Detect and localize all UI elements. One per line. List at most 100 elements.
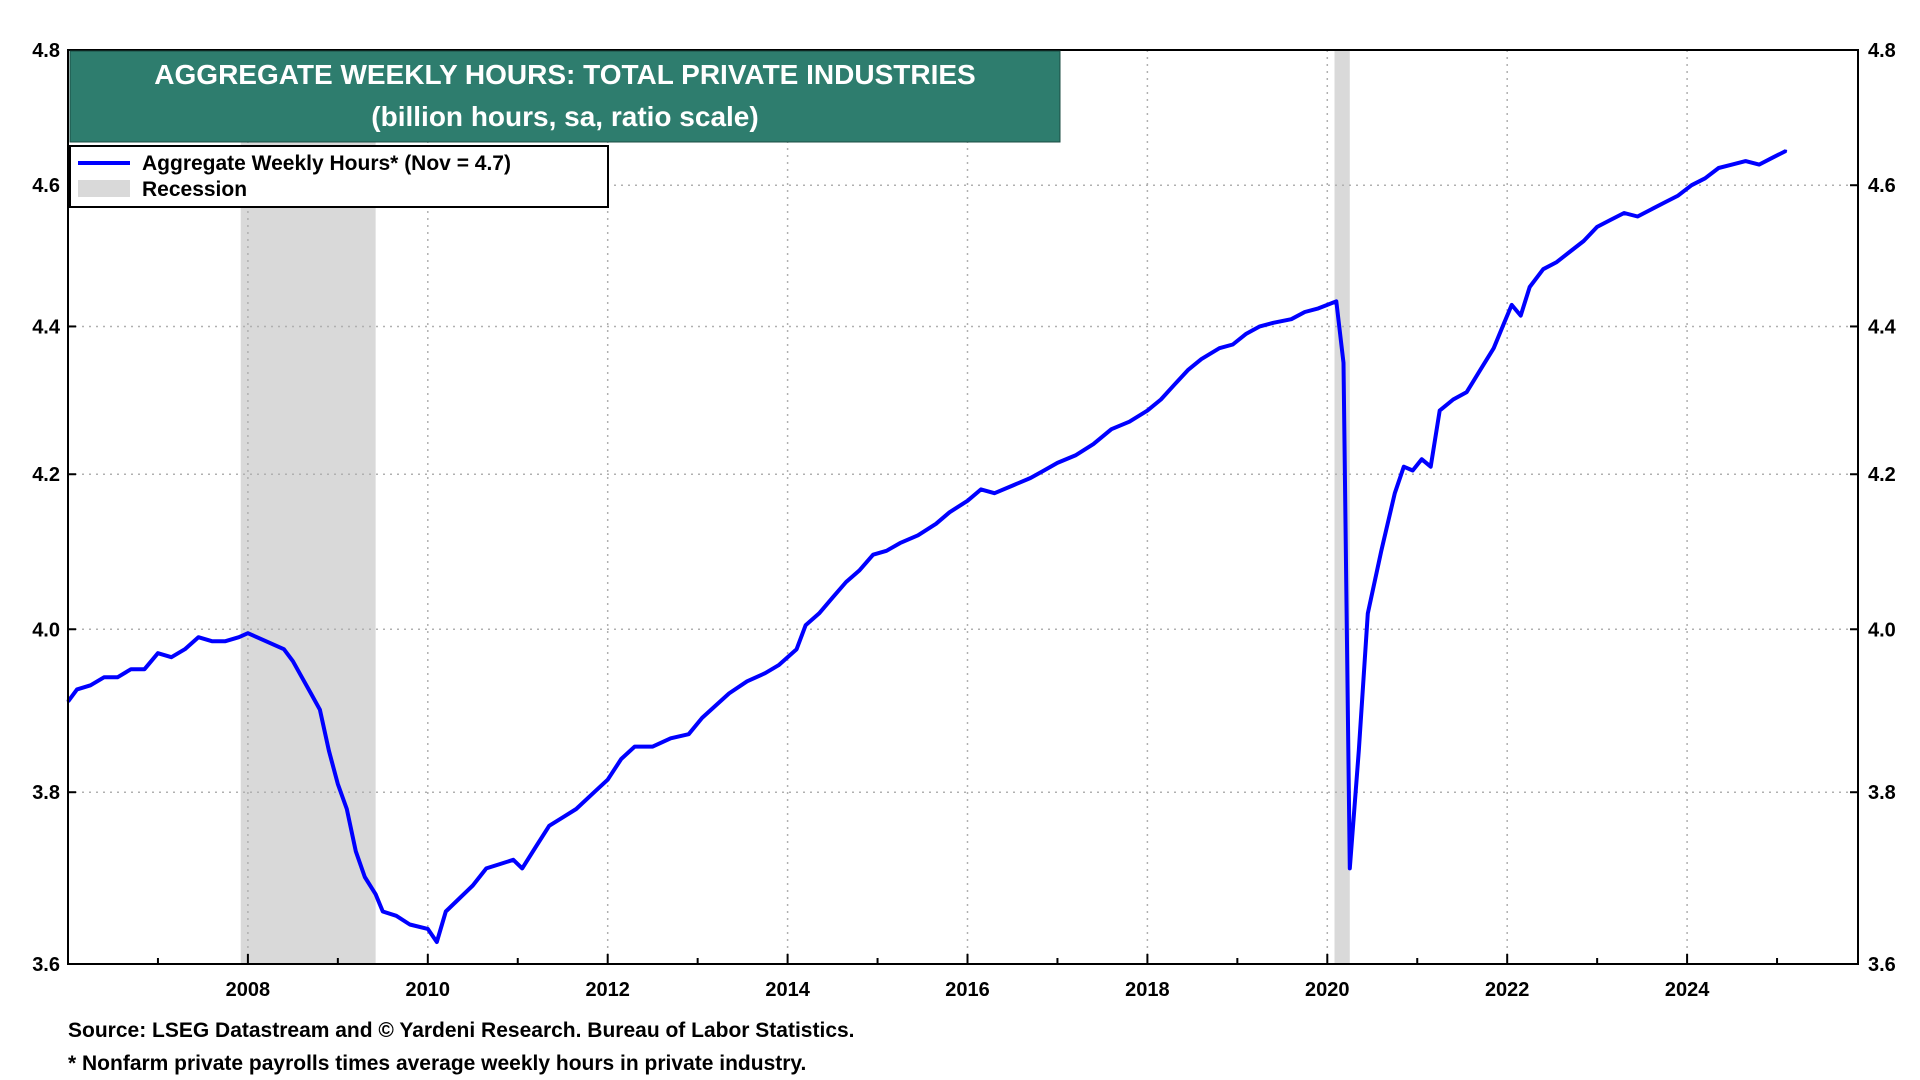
data-point-108 [1452, 398, 1455, 401]
data-point-130 [1730, 163, 1734, 166]
y-tick-label-left-2: 4.0 [32, 619, 60, 641]
footnote: * Nonfarm private payrolls times average… [68, 1052, 806, 1075]
data-point-73 [993, 492, 996, 495]
data-point-62 [831, 596, 834, 599]
data-point-20 [300, 676, 304, 679]
data-point-24 [336, 782, 340, 786]
data-point-9 [183, 647, 187, 651]
data-point-48 [633, 745, 636, 748]
grid-lines [68, 50, 1858, 964]
data-point-10 [197, 636, 200, 639]
data-point-69 [934, 522, 938, 525]
data-point-34 [444, 910, 447, 913]
data-point-115 [1528, 285, 1531, 289]
legend-series-label: Aggregate Weekly Hours* (Nov = 4.7) [142, 152, 511, 175]
data-point-96 [1335, 300, 1338, 303]
data-point-109 [1465, 390, 1468, 394]
chart-title: AGGREGATE WEEKLY HOURS: TOTAL PRIVATE IN… [154, 59, 975, 90]
data-point-59 [795, 647, 798, 651]
y-tick-label-right-0: 3.6 [1868, 954, 1896, 976]
data-point-61 [817, 612, 821, 615]
legend-recession-label: Recession [142, 178, 247, 201]
y-axis-right: 3.6 3.8 4.0 4.2 4.4 4.6 4.8 [1850, 40, 1897, 976]
data-point-7 [156, 651, 160, 655]
data-point-14 [246, 632, 250, 635]
y-tick-label-left-0: 3.6 [32, 954, 60, 976]
data-point-25 [345, 807, 349, 811]
data-point-54 [727, 692, 731, 695]
x-axis: 2008 2010 2012 2014 2016 2018 2020 2022 2024 [67, 954, 1779, 1001]
legend-box [69, 145, 609, 208]
data-point-134 [1784, 149, 1788, 153]
data-point-120 [1595, 225, 1599, 229]
x-tick-label-5: 2018 [1125, 979, 1170, 1001]
data-point-27 [363, 875, 367, 879]
data-point-31 [408, 923, 412, 926]
recession-band-1 [1334, 50, 1350, 964]
data-point-74 [1011, 484, 1014, 487]
data-point-19 [291, 659, 295, 663]
data-point-2 [89, 684, 92, 687]
data-point-4 [116, 676, 119, 679]
y-tick-label-left-4: 4.4 [32, 316, 61, 338]
data-point-33 [435, 940, 438, 944]
data-point-102 [1393, 492, 1396, 495]
data-point-110 [1479, 368, 1482, 372]
data-point-131 [1744, 159, 1747, 163]
data-point-75 [1029, 476, 1032, 480]
data-point-37 [485, 867, 488, 870]
data-point-84 [1173, 383, 1176, 386]
plot-frame [67, 49, 1859, 965]
data-point-16 [264, 639, 268, 643]
data-point-97 [1342, 361, 1345, 364]
data-point-104 [1411, 469, 1414, 472]
y-tick-label-right-1: 3.8 [1868, 782, 1896, 804]
data-point-8 [170, 655, 173, 659]
data-point-72 [979, 488, 983, 491]
data-point-21 [309, 692, 313, 695]
data-point-86 [1200, 357, 1203, 361]
y-axis-left: 3.6 3.8 4.0 4.2 4.4 4.6 4.8 [32, 40, 76, 976]
data-point-77 [1056, 461, 1059, 465]
data-point-91 [1272, 321, 1275, 325]
data-point-42 [548, 824, 551, 828]
data-point-112 [1501, 325, 1504, 328]
data-point-32 [426, 927, 429, 931]
data-point-129 [1717, 166, 1720, 170]
data-point-88 [1231, 343, 1235, 346]
y-tick-label-right-4: 4.4 [1868, 316, 1897, 338]
data-point-118 [1568, 250, 1572, 253]
data-point-82 [1146, 409, 1149, 412]
data-point-98 [1348, 867, 1351, 870]
data-point-99 [1357, 749, 1360, 752]
data-point-50 [669, 737, 672, 740]
data-point-123 [1636, 215, 1639, 218]
data-point-119 [1582, 239, 1585, 243]
data-point-106 [1429, 465, 1432, 468]
data-point-122 [1622, 211, 1626, 215]
data-point-51 [687, 733, 690, 736]
data-point-111 [1492, 346, 1495, 350]
data-point-107 [1438, 409, 1441, 412]
data-point-53 [714, 704, 717, 707]
data-point-38 [498, 862, 501, 866]
data-point-29 [381, 910, 385, 913]
data-point-18 [282, 647, 286, 651]
y-tick-label-left-3: 4.2 [32, 464, 60, 486]
x-tick-label-3: 2014 [765, 979, 810, 1001]
data-point-17 [273, 643, 277, 647]
data-point-95 [1326, 303, 1329, 307]
data-point-133 [1771, 156, 1774, 159]
data-point-26 [354, 850, 358, 853]
legend: Aggregate Weekly Hours* (Nov = 4.7) Rece… [69, 145, 609, 208]
data-point-79 [1092, 442, 1095, 446]
data-point-87 [1218, 346, 1221, 350]
x-tick-label-6: 2020 [1305, 979, 1350, 1001]
data-point-103 [1402, 465, 1405, 468]
data-point-40 [521, 867, 524, 870]
x-tick-label-1: 2010 [406, 979, 451, 1001]
data-point-105 [1420, 457, 1423, 461]
data-point-132 [1757, 163, 1761, 166]
data-point-49 [651, 745, 654, 748]
y-tick-label-right-3: 4.2 [1868, 464, 1896, 486]
